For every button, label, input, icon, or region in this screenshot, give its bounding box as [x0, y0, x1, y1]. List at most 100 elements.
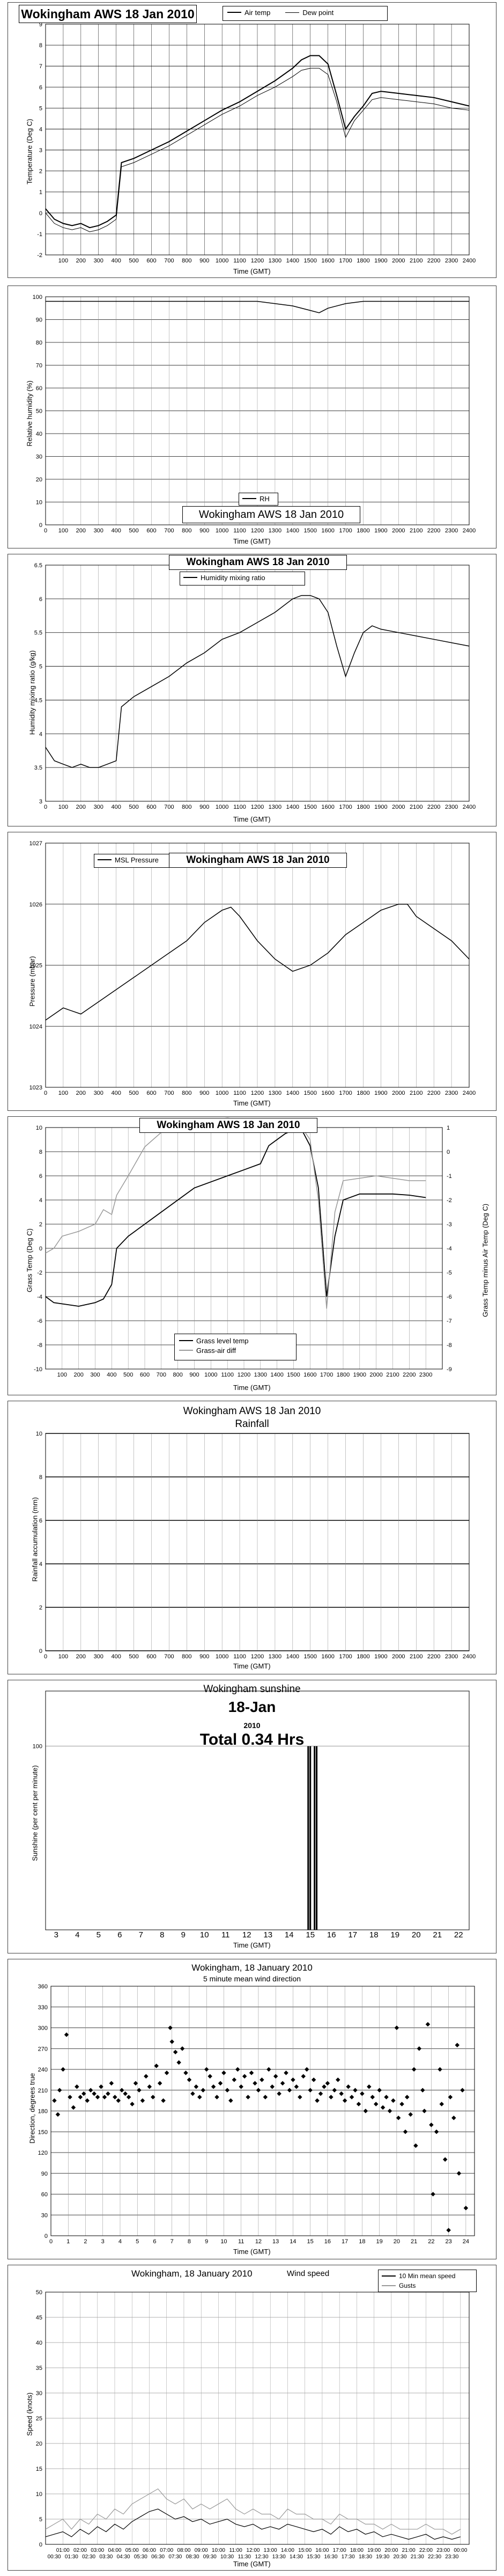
- mixing-ratio-chart: 3 3.5 4 4.5 5 5.5 6 6.5 0 100 200 300 400 500 600 700 80…: [34, 562, 476, 810]
- wind-direction-point: [81, 2091, 86, 2096]
- wind-direction-point: [151, 2095, 155, 2099]
- x-tick-label: 800: [173, 1372, 182, 1378]
- legend-grass-level-temp: Grass level temp: [179, 1336, 292, 1345]
- x-tick-label: 02:00: [73, 2548, 87, 2553]
- x-tick-label: 400: [111, 1090, 121, 1096]
- y-tick-label: 2: [39, 169, 42, 175]
- x-tick-label: 800: [182, 1653, 191, 1660]
- x-tick-label-secondary: 19:30: [376, 2554, 389, 2560]
- y-tick-label: 300: [38, 2025, 48, 2032]
- x-tick-label: 200: [76, 804, 86, 810]
- wind-direction-point: [384, 2095, 389, 2099]
- y-tick-label: 8: [39, 1149, 42, 1155]
- y-tick-label: 30: [36, 454, 42, 460]
- wind-direction-point: [356, 2102, 361, 2106]
- air-temp-swatch: [227, 12, 241, 13]
- legend-gusts-label: Gusts: [399, 2282, 416, 2289]
- x-tick-label: 1700: [339, 258, 352, 264]
- wind-direction-point: [442, 2157, 448, 2162]
- temperature-chart: -2 -1 0 1 2 3 4 5 6 7 8 9 100 200 300 400 500 600 700 800 90…: [37, 21, 476, 264]
- x-tick-label: 1500: [304, 804, 317, 810]
- sunshine-date: 18-Jan: [228, 1699, 276, 1715]
- humidity-chart-panel: 0 10 20 30 40 50 60 70 80 90 100 0 100 200 300 400 500 60…: [8, 286, 496, 548]
- x-tick-label: 2100: [410, 528, 423, 534]
- y2-tick-label: -4: [447, 1246, 452, 1252]
- y-tick-label: 10: [36, 500, 42, 506]
- wind-direction-point: [249, 2070, 254, 2075]
- wind-speed-xlabel: Time (GMT): [233, 2560, 271, 2568]
- y-tick-label: 60: [41, 2192, 48, 2198]
- sunshine-year: 2010: [243, 1721, 261, 1730]
- x-tick-label-secondary: 02:30: [82, 2554, 95, 2560]
- wind-direction-point: [221, 2070, 226, 2075]
- x-tick-label: 1400: [286, 1653, 299, 1660]
- pressure-chart-title: Wokingham AWS 18 Jan 2010: [169, 853, 347, 868]
- x-tick-label: 8: [160, 1930, 164, 1940]
- legend-air-temp-label: Air temp: [244, 8, 271, 17]
- x-tick-label-secondary: 18:30: [359, 2554, 372, 2560]
- wind-direction-point: [363, 2109, 368, 2113]
- wind-direction-point: [308, 2088, 313, 2092]
- legend-rh: RH: [242, 494, 275, 503]
- x-tick-label: 14:00: [281, 2548, 294, 2553]
- x-tick-label: 2100: [410, 804, 423, 810]
- x-tick-label: 13: [263, 1930, 272, 1940]
- temperature-chart-title: Wokingham AWS 18 Jan 2010: [19, 5, 197, 23]
- sunshine-chart-panel: 100 3 4 5 6 7 8 9 10 11 12 13 14 15 16 17 18 19 20 21 22 Wok…: [8, 1680, 496, 1953]
- x-tick-label: 15: [306, 1930, 315, 1940]
- x-tick-label: 1800: [357, 1653, 369, 1660]
- x-tick-label: 1600: [321, 528, 334, 534]
- x-tick-label: 1000: [216, 258, 228, 264]
- wind-direction-point: [256, 2088, 261, 2092]
- x-tick-label: 01:00: [56, 2548, 70, 2553]
- legend-grass-air-diff-label: Grass-air diff: [196, 1346, 236, 1355]
- x-tick-label: 2400: [463, 1653, 476, 1660]
- x-tick-label: 23:00: [436, 2548, 450, 2553]
- y-tick-label: 2: [39, 1605, 42, 1611]
- temperature-chart-panel: -2 -1 0 1 2 3 4 5 6 7 8 9 100 200 300 400 500 600 700 800 90…: [8, 2, 496, 278]
- x-tick-label: 2200: [427, 804, 440, 810]
- y-tick-label: -2: [37, 252, 42, 259]
- x-tick-label-secondary: 11:30: [238, 2554, 251, 2560]
- wind-direction-point: [123, 2091, 128, 2096]
- x-tick-label: 500: [129, 528, 138, 534]
- y-tick-label: 4: [39, 731, 42, 737]
- wind-direction-point: [434, 2129, 439, 2134]
- y-tick-label: 1025: [29, 963, 42, 969]
- x-tick-label: 100: [58, 258, 68, 264]
- x-tick-label: 400: [111, 258, 121, 264]
- y-tick-label: 4.5: [34, 697, 42, 704]
- wind-direction-point: [455, 2043, 459, 2048]
- wind-direction-point: [106, 2091, 110, 2096]
- y2-tick-label: -8: [447, 1342, 452, 1349]
- wind-direction-point: [190, 2091, 195, 2096]
- wind-direction-point: [448, 2095, 453, 2099]
- x-tick-label: 1400: [286, 258, 299, 264]
- y-tick-label: -1: [37, 231, 42, 238]
- x-tick-label-secondary: 04:30: [117, 2554, 130, 2560]
- wind-direction-xlabel: Time (GMT): [233, 2248, 271, 2256]
- x-tick-label-secondary: 20:30: [394, 2554, 407, 2560]
- x-tick-label: 1300: [269, 1653, 281, 1660]
- x-tick-label: 900: [199, 804, 209, 810]
- x-tick-label: 300: [90, 1372, 100, 1378]
- x-tick-label: 1600: [321, 1090, 334, 1096]
- wind-direction-point: [133, 2081, 138, 2086]
- x-tick-label: 1200: [251, 804, 264, 810]
- y-tick-label: 3: [39, 148, 42, 154]
- x-tick-label: 1600: [321, 804, 334, 810]
- x-tick-label: 1700: [320, 1372, 333, 1378]
- plot-frame: [45, 296, 470, 525]
- y2-tick-label: -7: [447, 1318, 452, 1324]
- legend-msl-pressure-label: MSL Pressure: [115, 855, 159, 864]
- air-temp-line: [45, 55, 470, 229]
- grid-lines: [45, 296, 470, 525]
- x-tick-label: 0: [44, 528, 47, 534]
- x-tick-label: 700: [164, 258, 174, 264]
- y-tick-label: 80: [36, 340, 42, 346]
- y-tick-label: 90: [36, 317, 42, 324]
- wind-direction-point: [126, 2095, 131, 2099]
- x-tick-label: 1300: [269, 804, 281, 810]
- plot-frame: [45, 24, 470, 255]
